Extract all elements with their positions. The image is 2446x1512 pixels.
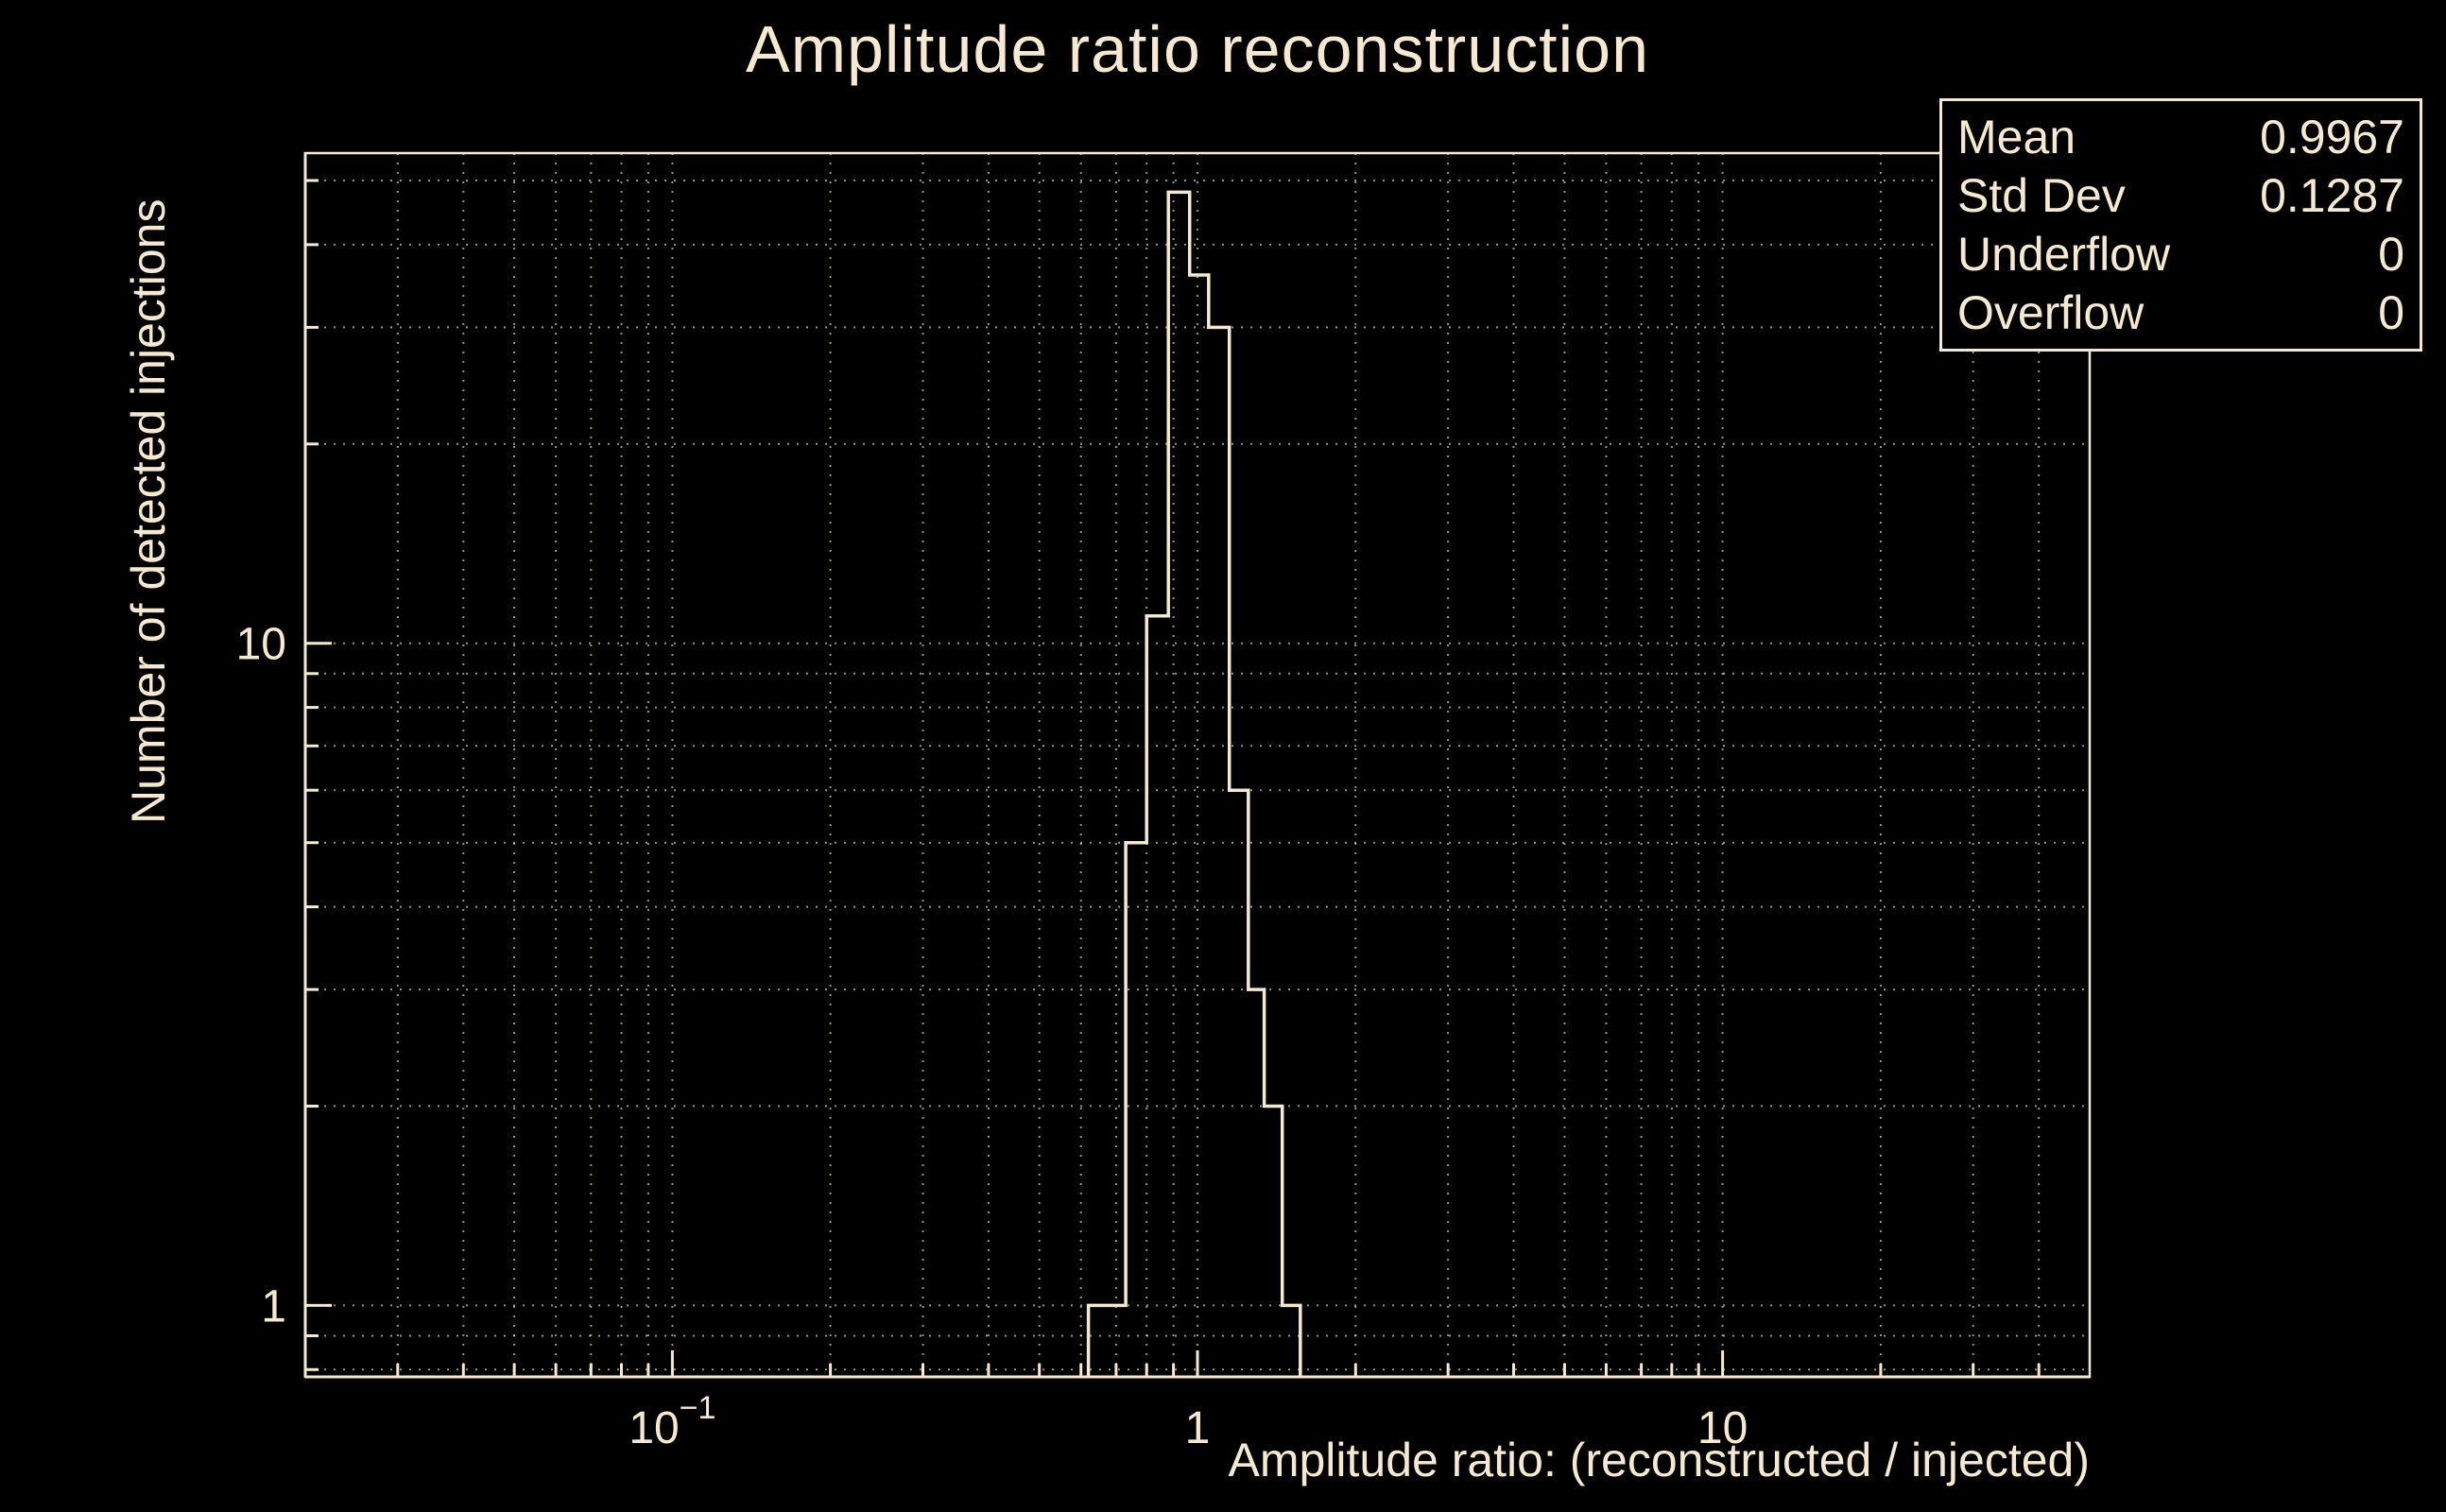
y-tick-label: 1	[261, 1281, 286, 1332]
stats-row-mean: Mean 0.9967	[1957, 109, 2404, 165]
x-tick-label: 10−1	[629, 1390, 715, 1453]
stats-label-overflow: Overflow	[1957, 286, 2145, 339]
stats-label-mean: Mean	[1957, 111, 2076, 163]
stats-row-underflow: Underflow 0	[1957, 226, 2404, 283]
stats-label-stddev: Std Dev	[1957, 169, 2126, 222]
stats-value-stddev: 0.1287	[2260, 169, 2404, 222]
x-tick-label: 1	[1185, 1403, 1211, 1453]
stats-label-underflow: Underflow	[1957, 228, 2171, 281]
stats-value-overflow: 0	[2378, 286, 2404, 339]
stats-row-overflow: Overflow 0	[1957, 284, 2404, 341]
x-axis-label: Amplitude ratio: (reconstructed / inject…	[1228, 1434, 2090, 1486]
stats-box: Mean 0.9967 Std Dev 0.1287 Underflow 0 O…	[1939, 98, 2422, 352]
x-tick-label: 10	[1697, 1403, 1748, 1453]
stats-value-mean: 0.9967	[2260, 111, 2404, 163]
stats-row-stddev: Std Dev 0.1287	[1957, 167, 2404, 224]
y-tick-label: 10	[236, 620, 286, 670]
chart-title: Amplitude ratio reconstruction	[746, 12, 1649, 86]
stats-value-underflow: 0	[2378, 228, 2404, 281]
histogram-outline	[1086, 190, 1302, 1377]
